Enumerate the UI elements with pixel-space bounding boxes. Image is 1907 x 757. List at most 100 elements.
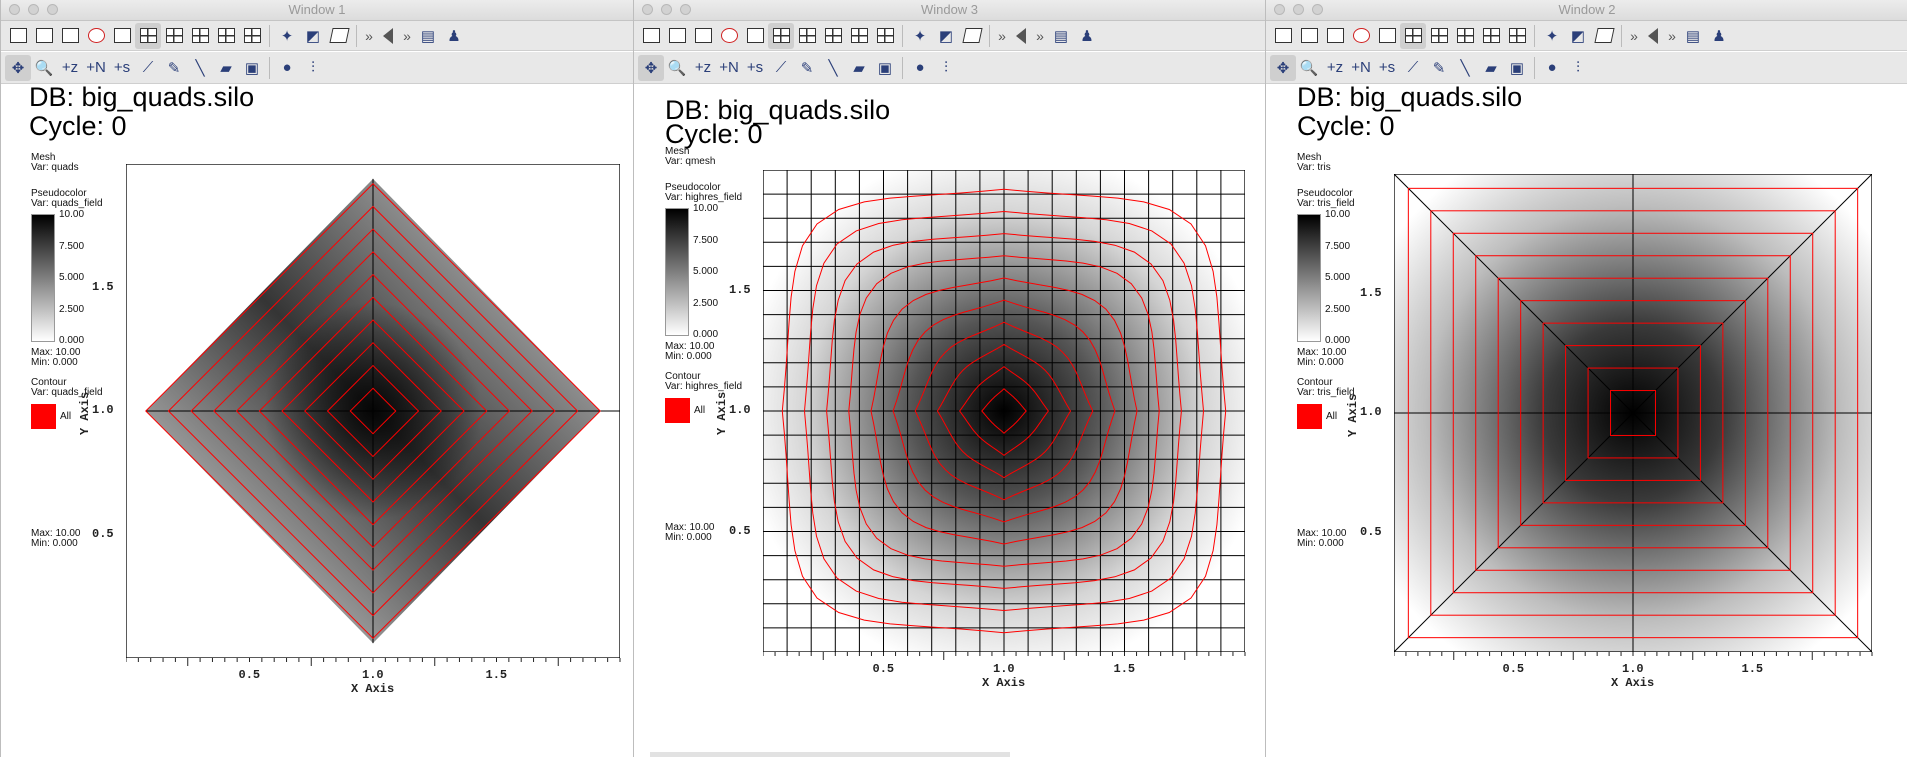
clone-window-icon[interactable] (690, 23, 716, 49)
clone-window-icon[interactable] (57, 23, 83, 49)
locate-icon[interactable]: ◩ (1570, 27, 1586, 45)
close-button[interactable] (9, 4, 20, 15)
layout-3x2-icon[interactable] (213, 23, 239, 49)
layout-2x3-icon[interactable] (820, 23, 846, 49)
box-tool-icon[interactable]: ▣ (877, 59, 893, 77)
close-button[interactable] (1274, 4, 1285, 15)
annotation-icon[interactable]: ▤ (1685, 27, 1701, 45)
layout-1x1-icon[interactable] (742, 23, 768, 49)
point-tool-icon[interactable]: ✎ (800, 59, 814, 77)
sphere-tool-icon[interactable]: ● (1547, 59, 1557, 76)
spin-icon[interactable]: ♟ (1080, 27, 1094, 45)
layout-2x2-icon[interactable] (1426, 23, 1452, 49)
line-tool-icon[interactable]: ╲ (1460, 59, 1470, 77)
layout-1x1-icon[interactable] (109, 23, 135, 49)
zoom-button[interactable] (47, 4, 58, 15)
new-window-icon[interactable] (1270, 23, 1296, 49)
s-pick-icon[interactable]: +s (1378, 59, 1396, 76)
more-icon[interactable]: » (1036, 27, 1044, 44)
visit-window-1[interactable]: Window 1 ✦ ◩ » » ▤ ♟ ✥ 🔍 +z +N +s ⟋ ✎ ╲ ▰ ▣ ● ⫶ DB: big_… (0, 0, 634, 757)
zone-pick-icon[interactable]: +z (1326, 59, 1344, 76)
annotation-icon[interactable]: ▤ (1053, 27, 1069, 45)
new-window-icon[interactable] (5, 23, 31, 49)
visit-window-2[interactable]: Window 2 ✦ ◩ » » ▤ ♟ ✥ 🔍 +z +N +s ⟋ ✎ ╲ ▰ ▣ ● ⫶ DB: big_… (1265, 0, 1907, 757)
more-icon[interactable]: » (403, 27, 411, 44)
visit-window-3[interactable]: Window 3 ✦ ◩ » » ▤ ♟ ✥ 🔍 +z +N +s ⟋ ✎ ╲ ▰ ▣ ● ⫶ DB: big_… (633, 0, 1266, 757)
axis-restrict-icon[interactable]: ⫶ (944, 59, 948, 76)
minimize-button[interactable] (1293, 4, 1304, 15)
locate-icon[interactable]: ◩ (305, 27, 321, 45)
plot-viewport[interactable] (126, 164, 620, 658)
layout-1x2-icon[interactable] (768, 22, 794, 49)
point-tool-icon[interactable]: ✎ (167, 59, 181, 77)
plane-tool-icon[interactable]: ▰ (1485, 59, 1497, 77)
zone-pick-icon[interactable]: +z (61, 59, 79, 76)
node-pick-icon[interactable]: +N (719, 59, 739, 76)
spin-icon[interactable]: ♟ (1712, 27, 1726, 45)
view-3d-icon[interactable] (1591, 23, 1617, 49)
more-icon[interactable]: » (1668, 27, 1676, 44)
node-pick-icon[interactable]: +N (1351, 59, 1371, 76)
play-back-icon[interactable] (383, 27, 393, 44)
line-tool-icon[interactable]: ╲ (828, 59, 838, 77)
more-icon[interactable]: » (998, 27, 1006, 44)
s-pick-icon[interactable]: +s (746, 59, 764, 76)
new-window-icon[interactable] (638, 23, 664, 49)
delete-window-icon[interactable] (83, 23, 109, 49)
line-tool-icon[interactable]: ╲ (195, 59, 205, 77)
layout-3x2-icon[interactable] (846, 23, 872, 49)
layout-1x2-icon[interactable] (1400, 22, 1426, 49)
node-pick-icon[interactable]: +N (86, 59, 106, 76)
close-button[interactable] (642, 4, 653, 15)
minimize-button[interactable] (661, 4, 672, 15)
navigate-icon[interactable]: ✥ (1270, 54, 1296, 81)
delete-window-icon[interactable] (716, 23, 742, 49)
layout-2x3-icon[interactable] (187, 23, 213, 49)
axis-restrict-icon[interactable]: ⫶ (1576, 59, 1580, 76)
layout-2x3-icon[interactable] (1452, 23, 1478, 49)
pick-icon[interactable]: ✦ (1545, 27, 1559, 45)
title-bar[interactable]: Window 2 (1266, 0, 1907, 21)
layout-3x3-icon[interactable] (1504, 23, 1530, 49)
zoom-button[interactable] (680, 4, 691, 15)
pick-icon[interactable]: ✦ (913, 27, 927, 45)
line-out-icon[interactable]: ⟋ (775, 59, 787, 76)
layout-3x3-icon[interactable] (872, 23, 898, 49)
clone-window-icon[interactable] (1322, 23, 1348, 49)
more-icon[interactable]: » (365, 27, 373, 44)
point-tool-icon[interactable]: ✎ (1432, 59, 1446, 77)
zoom-icon[interactable]: 🔍 (667, 59, 687, 77)
axis-restrict-icon[interactable]: ⫶ (311, 59, 315, 76)
sphere-tool-icon[interactable]: ● (282, 59, 292, 76)
layout-2x2-icon[interactable] (794, 23, 820, 49)
plot-viewport[interactable] (763, 170, 1245, 652)
pick-icon[interactable]: ✦ (280, 27, 294, 45)
copy-window-icon[interactable] (1296, 23, 1322, 49)
layout-3x3-icon[interactable] (239, 23, 265, 49)
zoom-icon[interactable]: 🔍 (34, 59, 54, 77)
zoom-icon[interactable]: 🔍 (1299, 59, 1319, 77)
layout-3x2-icon[interactable] (1478, 23, 1504, 49)
navigate-icon[interactable]: ✥ (638, 54, 664, 81)
delete-window-icon[interactable] (1348, 23, 1374, 49)
view-3d-icon[interactable] (959, 23, 985, 49)
box-tool-icon[interactable]: ▣ (244, 59, 260, 77)
navigate-icon[interactable]: ✥ (5, 54, 31, 81)
plane-tool-icon[interactable]: ▰ (220, 59, 232, 77)
layout-1x2-icon[interactable] (135, 22, 161, 49)
play-back-icon[interactable] (1648, 27, 1658, 44)
spin-icon[interactable]: ♟ (447, 27, 461, 45)
zoom-button[interactable] (1312, 4, 1323, 15)
view-3d-icon[interactable] (326, 23, 352, 49)
sphere-tool-icon[interactable]: ● (915, 59, 925, 76)
minimize-button[interactable] (28, 4, 39, 15)
play-back-icon[interactable] (1016, 27, 1026, 44)
copy-window-icon[interactable] (31, 23, 57, 49)
plot-viewport[interactable] (1394, 174, 1872, 652)
line-out-icon[interactable]: ⟋ (1407, 59, 1419, 76)
line-out-icon[interactable]: ⟋ (142, 59, 154, 76)
layout-2x2-icon[interactable] (161, 23, 187, 49)
title-bar[interactable]: Window 1 (1, 0, 633, 21)
more-icon[interactable]: » (1630, 27, 1638, 44)
annotation-icon[interactable]: ▤ (420, 27, 436, 45)
